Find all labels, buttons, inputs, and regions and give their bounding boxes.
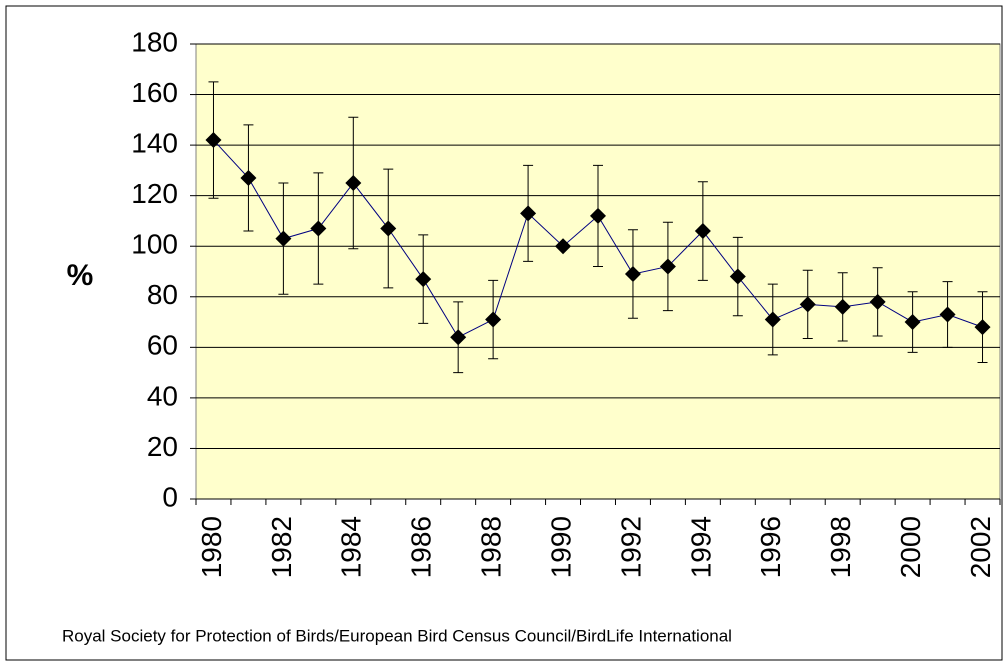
y-tick-label: 120 (131, 178, 178, 209)
data-point (450, 329, 467, 346)
data-point (869, 293, 886, 310)
data-point (310, 220, 327, 237)
source-note: Royal Society for Protection of Birds/Eu… (62, 626, 732, 645)
x-tick-label: 1998 (825, 516, 856, 578)
data-point (555, 238, 572, 255)
x-tick-label: 1988 (476, 516, 507, 578)
y-axis-label: % (67, 259, 94, 292)
data-point (205, 132, 222, 149)
data-point (659, 258, 676, 275)
x-tick-label: 1996 (755, 516, 786, 578)
y-tick-label: 80 (147, 279, 178, 310)
x-tick-label: 1980 (196, 516, 227, 578)
y-tick-label: 140 (131, 128, 178, 159)
y-tick-label: 40 (147, 380, 178, 411)
y-tick-label: 0 (162, 481, 178, 512)
y-tick-label: 20 (147, 431, 178, 462)
x-tick-label: 2000 (895, 516, 926, 578)
x-tick-label: 1990 (545, 516, 576, 578)
data-point (345, 175, 362, 192)
data-point (380, 220, 397, 237)
data-point (590, 207, 606, 224)
data-point (275, 230, 292, 247)
data-point (764, 311, 781, 328)
x-tick-label: 1982 (266, 516, 297, 578)
x-tick-label: 1994 (685, 516, 716, 578)
x-tick-label: 1986 (406, 516, 437, 578)
data-point (694, 223, 711, 240)
x-tick-label: 1992 (615, 516, 646, 578)
data-point (939, 306, 956, 323)
data-point (834, 298, 851, 315)
data-point (520, 205, 537, 222)
data-point (799, 296, 816, 313)
data-point (729, 268, 746, 285)
x-tick-label: 1984 (336, 516, 367, 578)
data-point (904, 314, 921, 331)
data-point (485, 311, 502, 328)
data-point (415, 271, 432, 288)
y-tick-label: 160 (131, 77, 178, 108)
y-tick-label: 100 (131, 229, 178, 260)
y-tick-label: 180 (131, 26, 178, 57)
x-tick-label: 2002 (965, 516, 996, 578)
data-point (624, 266, 641, 283)
data-point (240, 169, 257, 186)
data-point (974, 319, 991, 336)
plot-area (195, 43, 1001, 500)
y-tick-label: 60 (147, 330, 178, 361)
